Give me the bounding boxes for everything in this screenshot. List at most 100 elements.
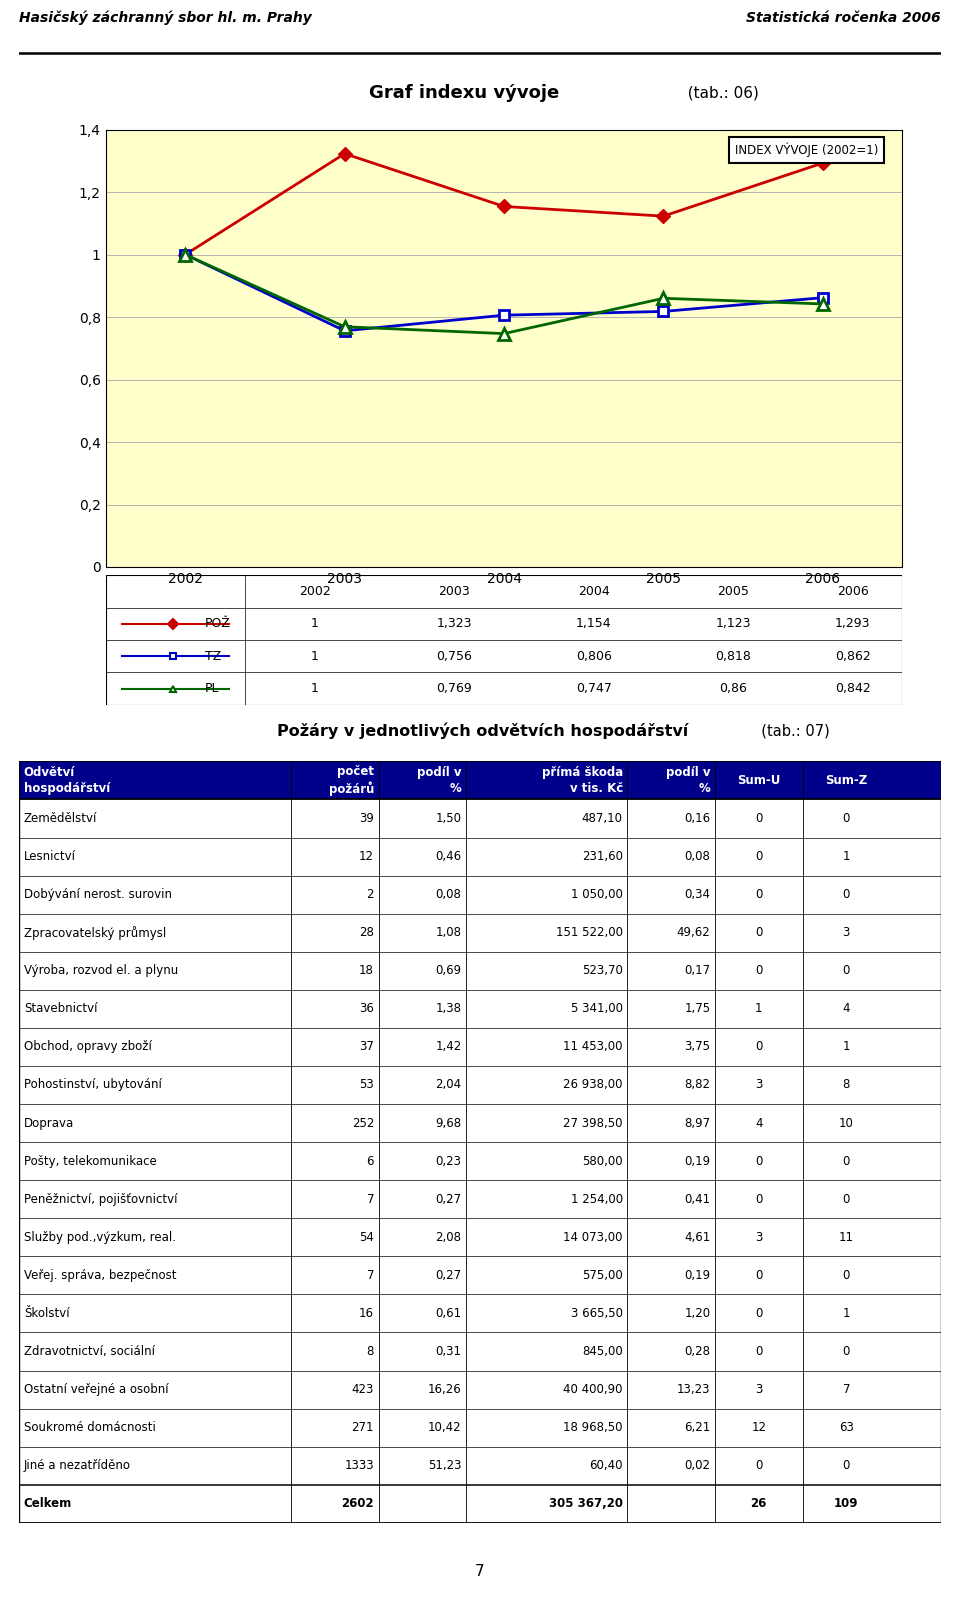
Text: 0: 0 [756,1192,762,1205]
Text: POŽ: POŽ [205,617,231,630]
Text: 0,747: 0,747 [576,682,612,695]
Bar [19,953,941,990]
Text: 0: 0 [756,1307,762,1320]
Text: 0: 0 [843,812,850,825]
Text: Obchod, opravy zboží: Obchod, opravy zboží [24,1040,152,1053]
Text: 0: 0 [756,888,762,901]
Text: 12: 12 [359,850,374,863]
Text: Hasičský záchranný sbor hl. m. Prahy: Hasičský záchranný sbor hl. m. Prahy [19,10,312,24]
Text: Celkem: Celkem [24,1497,72,1510]
Text: 0,27: 0,27 [436,1192,462,1205]
Text: 0: 0 [756,812,762,825]
Text: 0,31: 0,31 [436,1345,462,1358]
Bar [19,1142,941,1179]
Text: Sum-U: Sum-U [737,774,780,787]
Text: 1,50: 1,50 [436,812,462,825]
Text: 0: 0 [756,927,762,940]
Text: podíl v
%: podíl v % [666,766,710,795]
Text: Peněžnictví, pojišťovnictví: Peněžnictví, pojišťovnictví [24,1192,178,1205]
Text: 1,123: 1,123 [715,617,751,630]
Text: 0,08: 0,08 [684,850,710,863]
Bar [19,1029,941,1066]
Text: 0,862: 0,862 [835,650,871,663]
Text: 1 050,00: 1 050,00 [571,888,623,901]
Text: 7: 7 [367,1192,374,1205]
Text: 8,97: 8,97 [684,1116,710,1129]
Text: 63: 63 [839,1421,853,1434]
Text: Dobývání nerost. surovin: Dobývání nerost. surovin [24,888,172,901]
Text: 0,16: 0,16 [684,812,710,825]
Bar [19,1409,941,1447]
Text: 1 254,00: 1 254,00 [571,1192,623,1205]
Text: 36: 36 [359,1003,374,1016]
Text: Služby pod.,výzkum, real.: Služby pod.,výzkum, real. [24,1231,176,1244]
Text: 0: 0 [756,1460,762,1473]
Text: 54: 54 [359,1231,374,1244]
Text: Zemědělství: Zemědělství [24,812,97,825]
Text: TZ: TZ [205,650,222,663]
Text: 0,34: 0,34 [684,888,710,901]
Text: 0: 0 [756,964,762,977]
Text: 3,75: 3,75 [684,1040,710,1053]
Bar [19,990,941,1029]
Text: 0,23: 0,23 [436,1155,462,1168]
Text: 1: 1 [755,1003,762,1016]
Text: Zdravotnictví, sociální: Zdravotnictví, sociální [24,1345,155,1358]
Text: 28: 28 [359,927,374,940]
Bar [19,875,941,914]
Text: 575,00: 575,00 [582,1268,623,1281]
Text: 0: 0 [756,1345,762,1358]
Text: 18: 18 [359,964,374,977]
Bar [19,1486,941,1523]
Text: 1,38: 1,38 [436,1003,462,1016]
Text: 2: 2 [367,888,374,901]
Text: 2006: 2006 [837,585,869,598]
Text: 3: 3 [756,1079,762,1092]
Text: (tab.: 07): (tab.: 07) [752,723,829,739]
Text: 305 367,20: 305 367,20 [549,1497,623,1510]
Text: 18 968,50: 18 968,50 [564,1421,623,1434]
Text: 0,27: 0,27 [436,1268,462,1281]
Text: 0,842: 0,842 [835,682,871,695]
Text: 1,154: 1,154 [576,617,612,630]
Text: 1333: 1333 [345,1460,374,1473]
Text: 423: 423 [351,1383,374,1396]
Bar [19,1294,941,1332]
Text: 3: 3 [756,1383,762,1396]
Text: 26 938,00: 26 938,00 [564,1079,623,1092]
Text: Sum-Z: Sum-Z [826,774,868,787]
Text: 6: 6 [367,1155,374,1168]
Text: 51,23: 51,23 [428,1460,462,1473]
Text: 231,60: 231,60 [582,850,623,863]
Text: 0: 0 [756,1155,762,1168]
Text: 49,62: 49,62 [677,927,710,940]
Text: 37: 37 [359,1040,374,1053]
Text: 8: 8 [367,1345,374,1358]
Text: Pohostinství, ubytování: Pohostinství, ubytování [24,1079,161,1092]
Text: Výroba, rozvod el. a plynu: Výroba, rozvod el. a plynu [24,964,178,977]
Text: 0: 0 [843,888,850,901]
Text: 0: 0 [756,1268,762,1281]
Text: Školství: Školství [24,1307,69,1320]
Text: 0: 0 [843,1155,850,1168]
Text: 1,75: 1,75 [684,1003,710,1016]
Text: 3: 3 [756,1231,762,1244]
Text: 0: 0 [843,1192,850,1205]
Text: 60,40: 60,40 [589,1460,623,1473]
Text: Veřej. správa, bezpečnost: Veřej. správa, bezpečnost [24,1268,177,1281]
Text: 10,42: 10,42 [428,1421,462,1434]
Text: 11: 11 [839,1231,853,1244]
Bar [19,1447,941,1486]
Text: 271: 271 [351,1421,374,1434]
Text: 1,323: 1,323 [437,617,472,630]
Text: 16: 16 [359,1307,374,1320]
Text: 8,82: 8,82 [684,1079,710,1092]
Text: 1,20: 1,20 [684,1307,710,1320]
Text: 4,61: 4,61 [684,1231,710,1244]
Text: 580,00: 580,00 [582,1155,623,1168]
Bar [19,800,941,838]
Text: 0,756: 0,756 [436,650,472,663]
Text: 40 400,90: 40 400,90 [564,1383,623,1396]
Text: 7: 7 [843,1383,851,1396]
Text: počet
požárů: počet požárů [328,765,374,795]
